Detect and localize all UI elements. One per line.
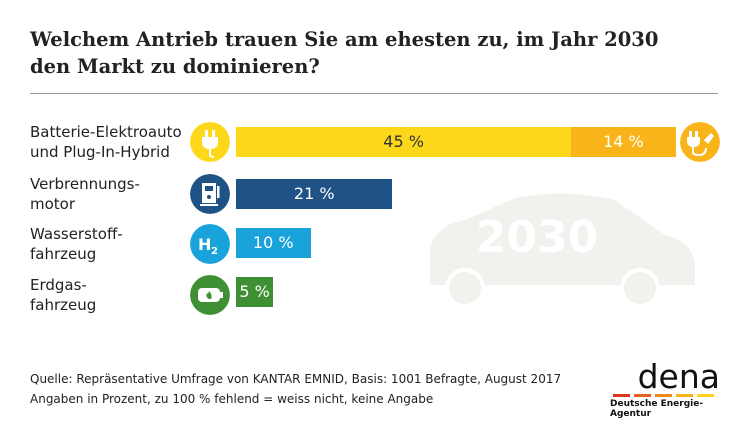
data-label: 45 %: [383, 132, 424, 151]
bar-3-segment-0: 5 %: [236, 277, 274, 307]
label-line: Batterie-Elektroauto: [30, 123, 182, 141]
label-line: motor: [30, 195, 76, 213]
label-combustion: Verbrennungs-motor: [30, 174, 140, 214]
data-label: 5 %: [239, 282, 270, 301]
bar-1-segment-0: 21 %: [236, 179, 393, 209]
bar-2-segment-0: 10 %: [236, 228, 311, 258]
data-label: 10 %: [252, 233, 294, 252]
label-line: Wasserstoff-: [30, 225, 123, 243]
title-line-2: den Markt zu dominieren?: [30, 55, 320, 78]
watermark-text: 2030: [476, 212, 598, 263]
svg-text:H: H: [198, 235, 211, 254]
data-label: 14 %: [603, 132, 644, 151]
data-label: 21 %: [293, 184, 335, 203]
gas-tank-icon: [190, 275, 230, 315]
title-line-1: Welchem Antrieb trauen Sie am ehesten zu…: [30, 28, 659, 51]
bar-0-segment-0: 45 %: [236, 127, 572, 157]
fuel-pump-icon: [190, 174, 230, 214]
label-battery: Batterie-Elektroauto und Plug-In-Hybrid: [30, 122, 182, 162]
divider: [30, 93, 718, 94]
label-line: Verbrennungs-: [30, 175, 140, 193]
source-note: Quelle: Repräsentative Umfrage von KANTA…: [30, 372, 562, 386]
footnote: Angaben in Prozent, zu 100 % fehlend = w…: [30, 392, 434, 406]
label-gas: Erdgas-fahrzeug: [30, 275, 96, 315]
plug-hybrid-icon: [680, 122, 720, 162]
label-line: fahrzeug: [30, 296, 97, 314]
car-watermark-icon: 2030: [430, 193, 695, 305]
plug-icon: [190, 122, 230, 162]
svg-text:2: 2: [211, 246, 218, 257]
label-line: Erdgas-: [30, 276, 87, 294]
label-line: und Plug-In-Hybrid: [30, 143, 170, 161]
bar-0-segment-1: 14 %: [571, 127, 676, 157]
chart-title: Welchem Antrieb trauen Sie am ehesten zu…: [30, 26, 730, 80]
label-line: fahrzeug: [30, 245, 97, 263]
logo-subtitle: Deutsche Energie-Agentur: [610, 399, 704, 419]
logo-wordmark: dena: [637, 357, 720, 396]
label-hydrogen: Wasserstoff-fahrzeug: [30, 224, 123, 264]
dena-logo: dena Deutsche Energie-Agentur: [610, 357, 720, 419]
